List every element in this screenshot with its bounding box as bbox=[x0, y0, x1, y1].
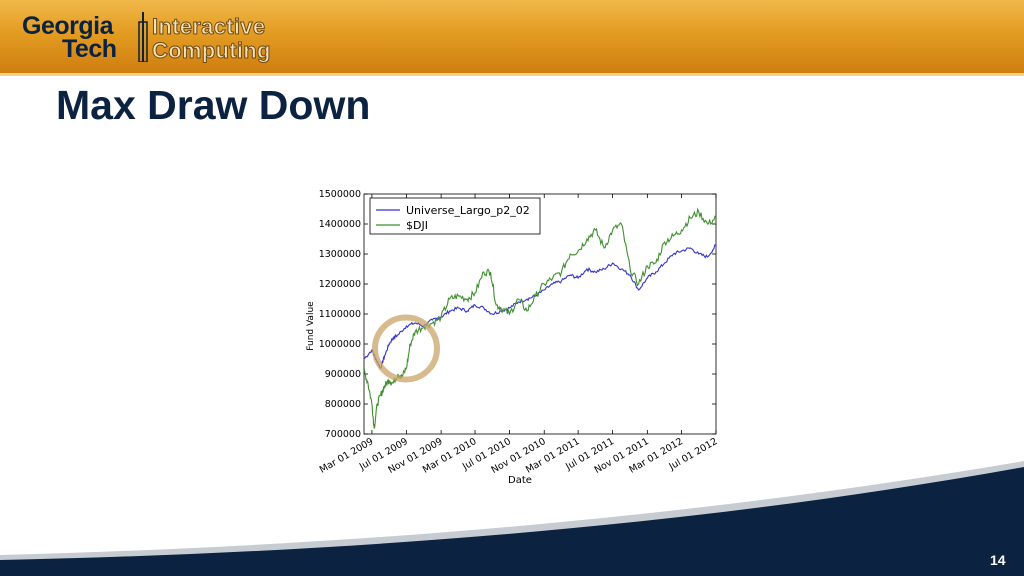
logo-text-interactive: Interactive bbox=[151, 14, 266, 40]
y-tick-label: 900000 bbox=[325, 369, 361, 380]
tower-icon bbox=[138, 12, 148, 62]
series-line-fund bbox=[363, 244, 717, 369]
y-tick-label: 700000 bbox=[325, 429, 361, 440]
header-bar: Georgia Tech Interactive Computing bbox=[0, 0, 1024, 73]
y-tick-label: 1500000 bbox=[319, 189, 361, 200]
legend-label: $DJI bbox=[406, 219, 428, 232]
y-tick-label: 1200000 bbox=[319, 279, 361, 290]
logo-text-computing: Computing bbox=[152, 38, 271, 64]
series-line-dji bbox=[363, 207, 717, 429]
slide-title: Max Draw Down bbox=[56, 82, 371, 128]
header-divider bbox=[0, 73, 1024, 76]
fund-value-line-chart: 700000 800000 900000 1000000 1100000 1200000 1… bbox=[306, 189, 720, 486]
y-tick-label: 1100000 bbox=[319, 309, 361, 320]
y-tick-label: 1300000 bbox=[319, 249, 361, 260]
y-tick-label: 1400000 bbox=[319, 219, 361, 230]
logo-text-georgia: Georgia bbox=[22, 12, 113, 40]
footer-wave bbox=[0, 461, 1024, 576]
y-tick-label: 800000 bbox=[325, 399, 361, 410]
y-tick-label: 1000000 bbox=[319, 339, 361, 350]
logo-text-tech: Tech bbox=[62, 35, 117, 63]
legend-label: Universe_Largo_p2_02 bbox=[406, 204, 530, 217]
y-axis-label: Fund Value bbox=[306, 301, 316, 351]
page-number: 14 bbox=[990, 552, 1006, 568]
legend-box bbox=[369, 197, 541, 235]
drawdown-highlight-circle bbox=[372, 314, 440, 383]
x-axis-label: Date bbox=[508, 475, 532, 486]
